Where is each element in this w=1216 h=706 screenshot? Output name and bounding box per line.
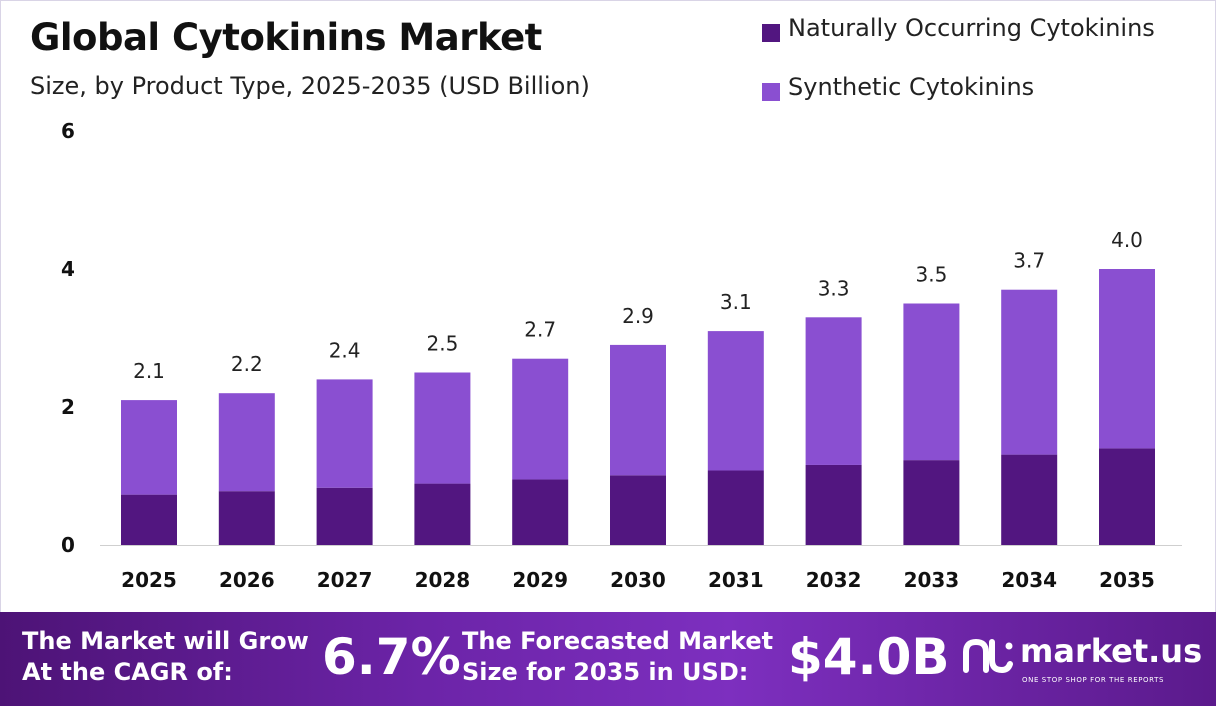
bar-segment-natural [121,494,177,545]
bar-total-label: 2.7 [524,318,556,342]
bar-total-label: 2.1 [133,359,165,383]
bar-segment-natural [414,483,471,545]
bar-segment-synthetic [903,303,960,461]
bar-segment-natural [512,479,569,545]
x-tick-label: 2025 [121,568,177,592]
x-tick-label: 2026 [219,568,275,592]
bar-segment-synthetic [805,317,862,465]
bar-total-label: 3.3 [818,276,850,300]
bar-segment-synthetic [707,331,764,471]
bar-segment-natural [610,475,666,545]
bar-total-label: 2.9 [622,304,654,328]
bar-segment-natural [805,464,862,545]
x-tick-label: 2034 [1001,568,1057,592]
forecast-value: $4.0B [788,628,950,686]
brand-logo[interactable]: market.us ONE STOP SHOP FOR THE REPORTS [962,632,1202,684]
forecast-label-line1: The Forecasted Market [462,627,774,655]
brand-mark-icon [963,638,1013,674]
chart-title: Global Cytokinins Market [30,16,542,59]
cagr-value: 6.7% [322,628,461,686]
bar-total-label: 2.5 [426,332,458,356]
x-tick-label: 2035 [1099,568,1155,592]
bar-segment-synthetic [218,393,275,492]
bar-total-label: 3.7 [1013,249,1045,273]
bar-segment-natural [707,470,764,545]
brand-name: market.us [1020,632,1203,670]
legend-swatch-natural [762,24,780,42]
y-tick-label: 4 [61,257,75,281]
bar-total-label: 3.1 [720,290,752,314]
bar-segment-synthetic [512,358,569,480]
bar-segment-synthetic [1099,269,1155,449]
cagr-label-line2: At the CAGR of: [22,658,233,686]
bar-segment-natural [1099,448,1155,545]
bar-segment-synthetic [1001,289,1058,455]
bar-segment-natural [218,491,275,545]
legend-label-natural: Naturally Occurring Cytokinins [788,14,1155,42]
bar-segment-synthetic [316,379,373,488]
bar-segment-synthetic [121,400,177,495]
stacked-bar-chart: 0 2 4 6 2.1 2025 2.2 2026 2.4 2027 2.5 2028 2.7 2029 2… [61,119,1182,592]
x-tick-label: 2030 [610,568,666,592]
chart-subtitle: Size, by Product Type, 2025-2035 (USD Bi… [30,72,590,100]
y-tick-label: 6 [61,119,75,143]
legend-label-synthetic: Synthetic Cytokinins [788,73,1035,101]
x-tick-label: 2032 [806,568,862,592]
footer-banner: The Market will Grow At the CAGR of: 6.7… [0,612,1216,706]
cagr-label-line1: The Market will Grow [22,627,309,655]
legend-swatch-synthetic [762,83,780,101]
x-tick-label: 2031 [708,568,764,592]
x-tick-label: 2029 [512,568,568,592]
x-tick-label: 2028 [415,568,471,592]
bar-segment-synthetic [414,372,471,484]
bar-segment-natural [316,487,373,545]
bar-segment-natural [903,460,960,545]
bar-total-label: 2.4 [329,338,361,362]
y-tick-label: 0 [61,533,75,557]
brand-tagline: ONE STOP SHOP FOR THE REPORTS [1022,676,1165,684]
bar-total-label: 4.0 [1111,228,1143,252]
x-tick-label: 2033 [904,568,960,592]
bar-total-label: 3.5 [915,263,947,287]
y-tick-label: 2 [61,395,75,419]
bar-segment-synthetic [610,344,666,476]
forecast-label-line2: Size for 2035 in USD: [462,658,749,686]
cagr-label: The Market will Grow At the CAGR of: [22,626,309,688]
bar-total-label: 2.2 [231,352,263,376]
bar-segment-natural [1001,454,1058,545]
x-tick-label: 2027 [317,568,373,592]
forecast-label: The Forecasted Market Size for 2035 in U… [462,626,773,688]
